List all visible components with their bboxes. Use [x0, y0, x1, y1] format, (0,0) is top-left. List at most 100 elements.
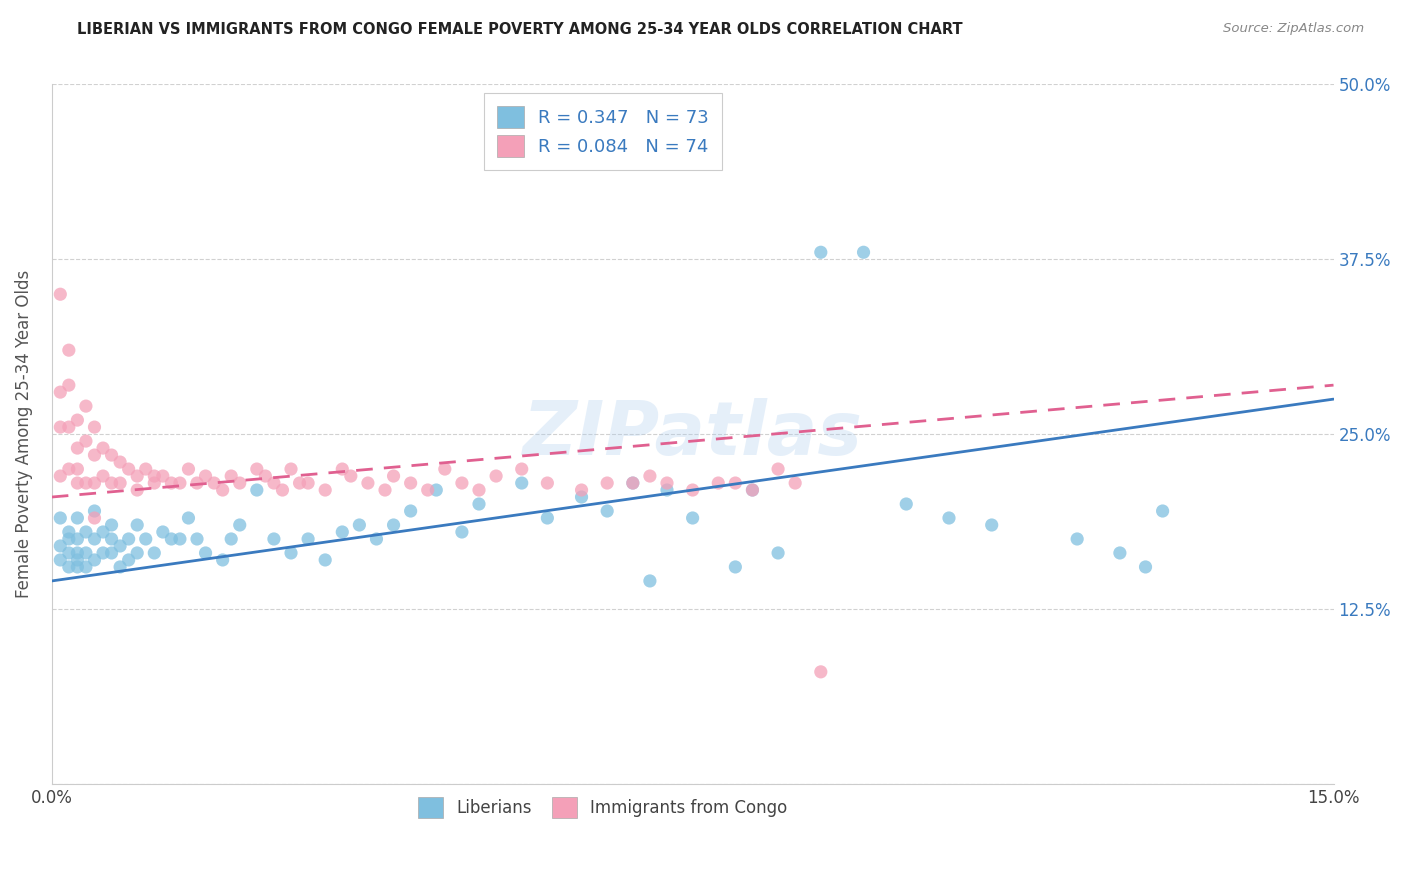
Point	[58, 532, 80, 546]
Point	[938, 511, 960, 525]
Point	[682, 511, 704, 525]
Text: Source: ZipAtlas.com: Source: ZipAtlas.com	[1223, 22, 1364, 36]
Point	[66, 532, 89, 546]
Point	[288, 476, 311, 491]
Point	[1152, 504, 1174, 518]
Point	[374, 483, 396, 497]
Point	[108, 539, 131, 553]
Point	[58, 420, 80, 434]
Point	[186, 532, 208, 546]
Point	[382, 469, 405, 483]
Point	[1135, 560, 1157, 574]
Point	[75, 560, 97, 574]
Point	[219, 532, 242, 546]
Point	[83, 553, 105, 567]
Point	[416, 483, 439, 497]
Point	[366, 532, 388, 546]
Point	[571, 483, 593, 497]
Point	[100, 476, 122, 491]
Point	[66, 553, 89, 567]
Point	[596, 504, 619, 518]
Point	[330, 524, 353, 539]
Point	[91, 524, 114, 539]
Point	[621, 476, 644, 491]
Point	[143, 546, 166, 560]
Point	[66, 511, 89, 525]
Point	[49, 511, 72, 525]
Point	[177, 462, 200, 476]
Point	[655, 476, 678, 491]
Point	[1109, 546, 1132, 560]
Legend: Liberians, Immigrants from Congo: Liberians, Immigrants from Congo	[412, 790, 794, 824]
Point	[724, 476, 747, 491]
Point	[127, 546, 149, 560]
Point	[330, 462, 353, 476]
Point	[118, 532, 141, 546]
Point	[127, 469, 149, 483]
Point	[118, 553, 141, 567]
Point	[83, 420, 105, 434]
Point	[83, 476, 105, 491]
Point	[621, 476, 644, 491]
Point	[100, 518, 122, 533]
Point	[66, 441, 89, 455]
Point	[785, 476, 807, 491]
Point	[263, 476, 285, 491]
Point	[75, 546, 97, 560]
Point	[66, 462, 89, 476]
Point	[135, 462, 157, 476]
Point	[75, 524, 97, 539]
Point	[451, 476, 474, 491]
Point	[571, 490, 593, 504]
Point	[766, 462, 789, 476]
Point	[202, 476, 225, 491]
Point	[810, 665, 832, 679]
Point	[638, 574, 661, 588]
Point	[49, 539, 72, 553]
Point	[766, 546, 789, 560]
Point	[75, 434, 97, 448]
Point	[135, 532, 157, 546]
Point	[510, 476, 533, 491]
Point	[724, 560, 747, 574]
Point	[596, 476, 619, 491]
Point	[66, 476, 89, 491]
Point	[194, 469, 217, 483]
Point	[186, 476, 208, 491]
Point	[246, 483, 269, 497]
Point	[83, 511, 105, 525]
Text: ZIPatlas: ZIPatlas	[523, 398, 863, 471]
Point	[451, 524, 474, 539]
Point	[211, 483, 233, 497]
Point	[536, 476, 558, 491]
Point	[263, 532, 285, 546]
Point	[49, 385, 72, 400]
Point	[91, 469, 114, 483]
Point	[83, 504, 105, 518]
Point	[280, 546, 302, 560]
Point	[655, 483, 678, 497]
Point	[58, 462, 80, 476]
Point	[485, 469, 508, 483]
Point	[58, 378, 80, 392]
Point	[349, 518, 371, 533]
Point	[741, 483, 763, 497]
Point	[143, 469, 166, 483]
Point	[246, 462, 269, 476]
Point	[194, 546, 217, 560]
Point	[160, 476, 183, 491]
Text: LIBERIAN VS IMMIGRANTS FROM CONGO FEMALE POVERTY AMONG 25-34 YEAR OLDS CORRELATI: LIBERIAN VS IMMIGRANTS FROM CONGO FEMALE…	[77, 22, 963, 37]
Point	[254, 469, 277, 483]
Point	[91, 441, 114, 455]
Point	[219, 469, 242, 483]
Point	[83, 532, 105, 546]
Point	[177, 511, 200, 525]
Point	[152, 524, 174, 539]
Point	[433, 462, 456, 476]
Point	[468, 497, 491, 511]
Point	[399, 476, 422, 491]
Point	[169, 532, 191, 546]
Point	[108, 455, 131, 469]
Point	[91, 546, 114, 560]
Point	[58, 560, 80, 574]
